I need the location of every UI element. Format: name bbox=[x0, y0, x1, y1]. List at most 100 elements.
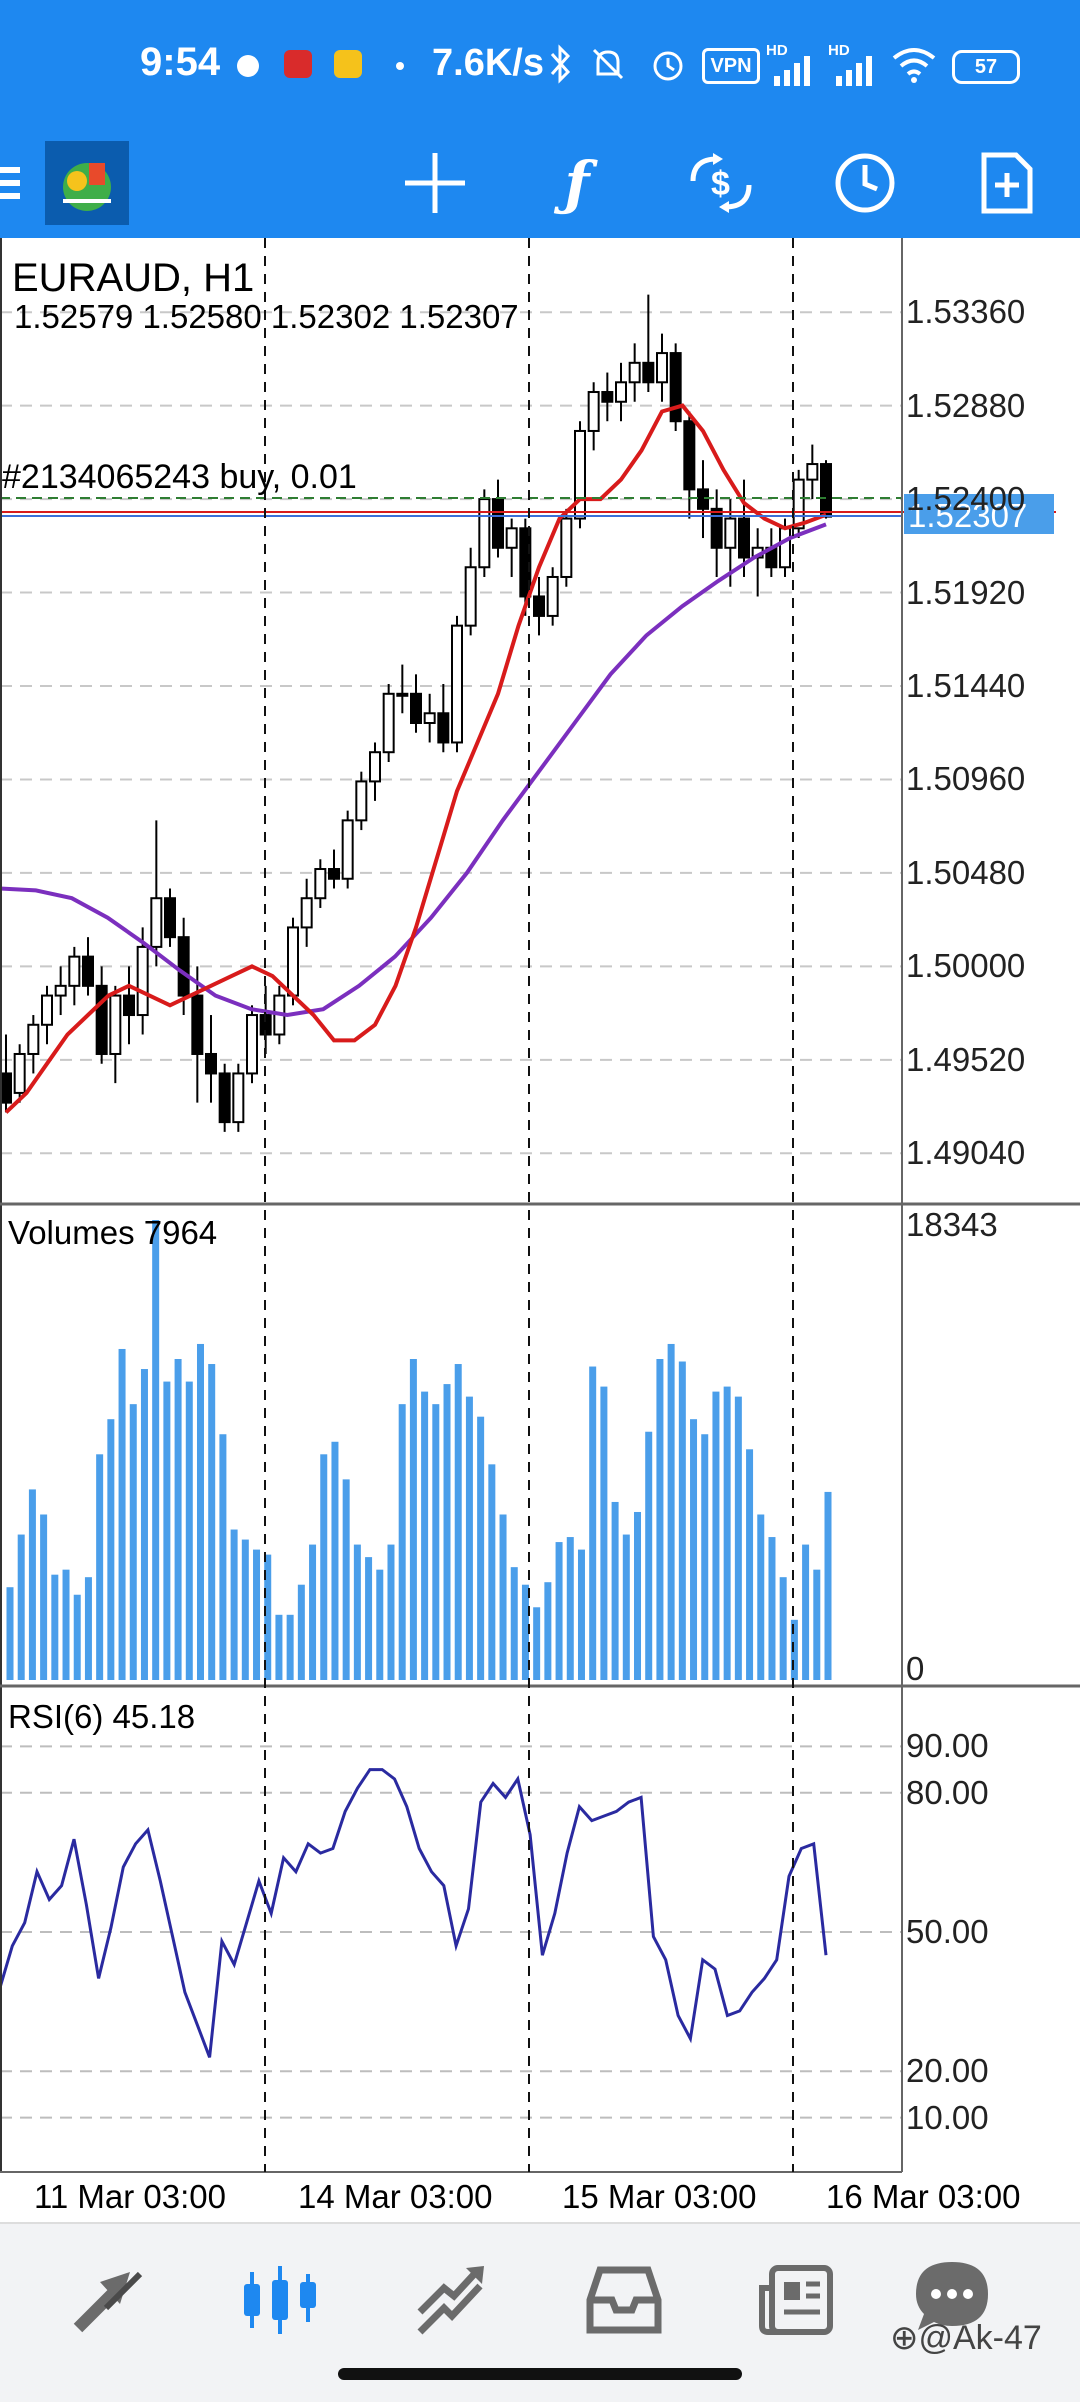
volume-bar bbox=[790, 1619, 798, 1680]
time-label: 15 Mar 03:00 bbox=[562, 2178, 757, 2215]
nav-news[interactable] bbox=[746, 2250, 846, 2350]
hd-label: HD bbox=[828, 42, 850, 59]
volume-bar bbox=[746, 1449, 754, 1680]
volume-bar bbox=[17, 1534, 25, 1680]
volume-bar bbox=[701, 1434, 709, 1680]
notification-icon bbox=[237, 55, 259, 77]
volume-bar bbox=[421, 1391, 429, 1680]
trade-icon bbox=[417, 2266, 484, 2335]
volume-bar bbox=[757, 1514, 765, 1680]
battery-level: 57 bbox=[974, 56, 998, 78]
volume-bar bbox=[566, 1537, 574, 1680]
nav-history[interactable] bbox=[574, 2250, 674, 2350]
home-indicator[interactable] bbox=[338, 2368, 742, 2380]
volume-bar bbox=[802, 1544, 810, 1680]
candle-body bbox=[546, 575, 559, 617]
volume-bar bbox=[409, 1359, 417, 1680]
volume-bar bbox=[521, 1584, 529, 1680]
volume-bar bbox=[286, 1614, 294, 1680]
candle-body bbox=[27, 1023, 40, 1055]
inbox-icon bbox=[586, 2266, 662, 2334]
nav-quotes[interactable] bbox=[58, 2250, 158, 2350]
symbol-change-button[interactable]: $ bbox=[676, 138, 766, 228]
menu-icon bbox=[0, 167, 20, 199]
ma-fast-line bbox=[4, 403, 827, 1114]
wifi-icon bbox=[892, 48, 936, 83]
volume-bar bbox=[398, 1404, 406, 1680]
volume-bar bbox=[690, 1419, 698, 1680]
candle-body bbox=[246, 1014, 258, 1075]
candle-body bbox=[656, 352, 668, 384]
candle-body bbox=[136, 945, 149, 1017]
hd-label: HD bbox=[766, 42, 788, 59]
nav-trade[interactable] bbox=[402, 2250, 502, 2350]
price-label: 1.49520 bbox=[906, 1040, 1026, 1078]
indicators-icon: ƒ bbox=[564, 149, 590, 217]
dot-icon bbox=[396, 62, 404, 70]
candle-body bbox=[123, 994, 135, 1017]
volume-bar bbox=[645, 1431, 653, 1680]
volume-bar bbox=[107, 1419, 115, 1680]
timeframe-button[interactable] bbox=[820, 138, 910, 228]
time-label: 16 Mar 03:00 bbox=[826, 2178, 1021, 2215]
candle-body bbox=[806, 463, 819, 481]
candle-body bbox=[587, 391, 600, 432]
volume-bar bbox=[667, 1343, 675, 1680]
app-notification-icon bbox=[334, 50, 362, 78]
candle-body bbox=[287, 926, 299, 997]
volume-bar bbox=[62, 1569, 70, 1680]
chart-canvas[interactable] bbox=[0, 238, 1080, 2222]
rsi-level-label: 20.00 bbox=[906, 2052, 989, 2090]
volume-max-label: 18343 bbox=[906, 1206, 998, 1243]
rsi-line bbox=[0, 1768, 828, 2058]
candle-body bbox=[300, 897, 313, 929]
candle-body bbox=[683, 420, 696, 491]
status-time: 9:54 bbox=[140, 40, 221, 84]
volume-bar bbox=[454, 1364, 462, 1680]
volumes-label: Volumes 7964 bbox=[8, 1214, 218, 1251]
rsi-label: RSI(6) 45.18 bbox=[8, 1698, 196, 1735]
indicators-button[interactable]: ƒ bbox=[532, 138, 622, 228]
volume-bar bbox=[443, 1384, 451, 1680]
volume-bar bbox=[118, 1348, 126, 1680]
volume-bar bbox=[6, 1587, 14, 1680]
candle-body bbox=[82, 955, 94, 987]
candle-body bbox=[205, 1052, 217, 1075]
candle-body bbox=[341, 819, 354, 880]
timeframe-icon bbox=[835, 153, 895, 213]
volume-bar bbox=[208, 1364, 216, 1680]
volume-bar bbox=[779, 1577, 787, 1680]
volume-bar bbox=[219, 1434, 227, 1680]
order-label[interactable]: #2134065243 buy, 0.01 bbox=[2, 458, 357, 496]
volume-bar bbox=[230, 1529, 238, 1680]
app-logo-icon bbox=[45, 141, 129, 225]
volume-bar bbox=[163, 1381, 171, 1680]
mute-icon bbox=[592, 48, 624, 80]
price-label: 1.52400 bbox=[906, 480, 1026, 518]
volume-bar bbox=[477, 1416, 485, 1680]
crosshair-button[interactable] bbox=[390, 138, 480, 228]
candle-body bbox=[355, 780, 368, 822]
current-price-label: 1.52307 bbox=[908, 497, 1028, 534]
volume-bar bbox=[577, 1549, 585, 1680]
volume-bar bbox=[488, 1464, 496, 1680]
price-label: 1.50480 bbox=[906, 853, 1026, 891]
nav-chat[interactable] bbox=[902, 2246, 1002, 2346]
candle-body bbox=[369, 751, 381, 783]
menu-button[interactable] bbox=[0, 138, 40, 228]
candle-body bbox=[95, 984, 108, 1055]
app-logo bbox=[42, 138, 132, 228]
volume-bar bbox=[152, 1220, 160, 1680]
nav-chart[interactable] bbox=[230, 2250, 330, 2350]
candle-body bbox=[792, 478, 805, 530]
volume-bars bbox=[6, 1220, 832, 1680]
candle-body bbox=[451, 624, 463, 744]
volume-bar bbox=[510, 1567, 518, 1680]
candle-body bbox=[478, 498, 491, 569]
volume-bar bbox=[84, 1577, 92, 1680]
candle-body bbox=[177, 936, 190, 997]
volume-bar bbox=[387, 1544, 395, 1680]
volume-bar bbox=[555, 1542, 563, 1680]
candle-body bbox=[68, 955, 81, 987]
new-order-button[interactable] bbox=[962, 138, 1052, 228]
